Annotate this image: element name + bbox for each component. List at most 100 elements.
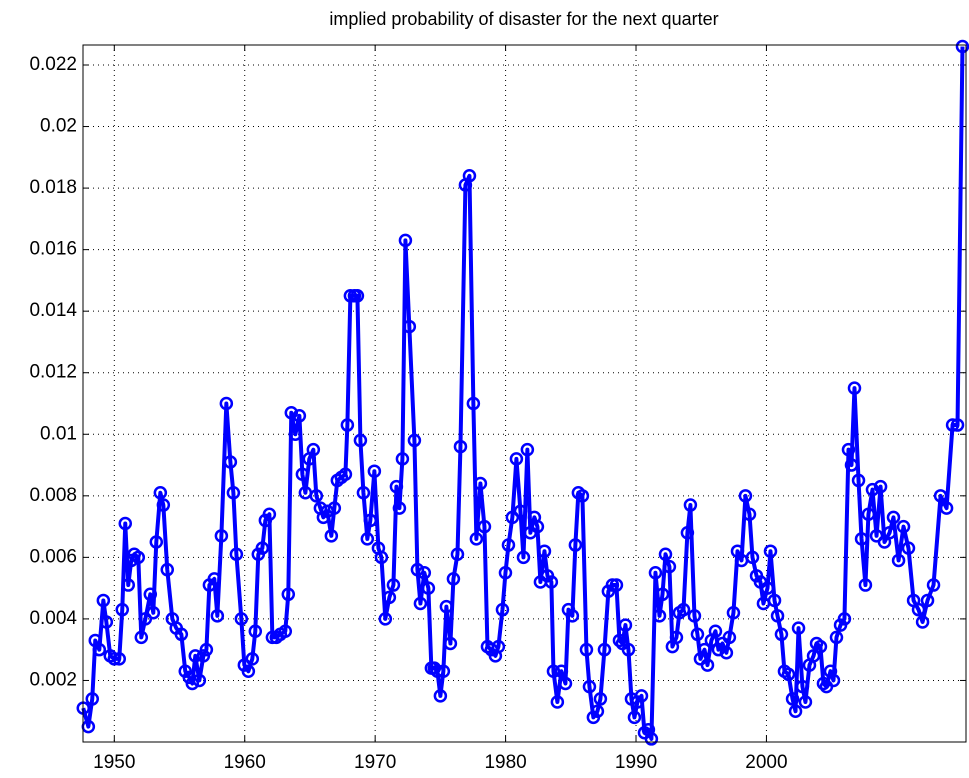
data-point xyxy=(788,704,803,718)
data-point xyxy=(568,538,583,552)
x-tick-label: 1970 xyxy=(354,752,396,773)
data-point xyxy=(690,627,705,642)
data-point xyxy=(374,550,389,565)
data-point xyxy=(121,578,136,592)
data-point xyxy=(466,396,481,411)
data-point xyxy=(210,609,225,623)
data-point xyxy=(829,630,844,645)
x-tick-label: 1950 xyxy=(93,752,135,773)
data-point xyxy=(324,529,339,543)
data-point xyxy=(767,593,782,608)
data-point xyxy=(469,532,484,546)
data-point xyxy=(413,596,428,611)
data-point xyxy=(281,587,296,602)
data-point xyxy=(785,692,800,706)
x-tick-label: 1960 xyxy=(224,752,266,773)
data-point xyxy=(107,652,122,666)
data-point xyxy=(156,498,171,512)
data-point xyxy=(386,578,401,592)
data-point xyxy=(582,679,597,694)
data-point xyxy=(516,550,531,565)
data-point xyxy=(763,544,778,558)
data-point xyxy=(378,612,393,626)
data-point xyxy=(676,602,691,617)
data-point xyxy=(798,695,813,709)
data-point xyxy=(865,482,880,497)
data-point xyxy=(537,544,552,558)
data-point xyxy=(229,547,244,562)
data-point xyxy=(770,609,785,623)
data-point xyxy=(896,519,911,534)
data-point xyxy=(658,547,673,562)
data-point xyxy=(575,489,590,503)
data-point xyxy=(112,652,127,666)
data-point xyxy=(292,409,307,423)
data-point xyxy=(382,590,397,605)
data-point xyxy=(223,455,238,469)
data-point xyxy=(590,704,605,718)
data-point xyxy=(309,489,324,503)
data-point xyxy=(644,732,659,746)
data-point xyxy=(826,673,841,688)
data-point xyxy=(791,621,806,635)
data-point xyxy=(915,615,930,629)
data-point xyxy=(774,627,789,642)
data-point xyxy=(851,473,866,488)
data-point xyxy=(219,396,234,411)
data-point xyxy=(398,233,413,248)
data-point xyxy=(343,289,358,303)
data-point xyxy=(742,507,757,522)
data-point xyxy=(115,602,130,617)
data-point xyxy=(446,572,461,586)
data-point xyxy=(950,418,965,432)
data-point xyxy=(858,578,873,592)
y-tick-label: 0.02 xyxy=(40,116,77,137)
data-point xyxy=(436,664,451,678)
data-point xyxy=(248,624,263,638)
data-point xyxy=(453,439,468,454)
data-point xyxy=(327,501,342,515)
data-point xyxy=(680,525,695,540)
data-point xyxy=(652,609,667,623)
data-point xyxy=(430,664,445,678)
data-point xyxy=(143,587,158,602)
data-point xyxy=(655,587,670,602)
data-point xyxy=(837,612,852,626)
data-point xyxy=(363,513,378,528)
data-point xyxy=(697,642,712,657)
data-point xyxy=(546,664,561,678)
data-point xyxy=(722,630,737,645)
data-point xyxy=(847,381,862,395)
data-point xyxy=(873,479,888,494)
data-point xyxy=(192,673,207,688)
data-point xyxy=(407,433,422,448)
data-point xyxy=(648,566,663,580)
data-point xyxy=(738,489,753,503)
data-point xyxy=(207,572,222,586)
chart-title: implied probability of disaster for the … xyxy=(329,9,718,29)
data-point xyxy=(226,485,241,500)
data-point xyxy=(255,541,270,555)
data-point xyxy=(174,627,189,642)
data-point xyxy=(806,649,821,663)
data-point xyxy=(353,433,368,448)
data-point xyxy=(462,169,477,183)
data-point xyxy=(320,504,335,518)
data-point xyxy=(134,630,149,645)
data-point xyxy=(795,679,810,694)
plot-area xyxy=(76,39,969,746)
data-point xyxy=(99,615,114,629)
data-point xyxy=(726,606,741,620)
data-point xyxy=(234,612,249,626)
data-point xyxy=(513,504,528,518)
data-point xyxy=(149,535,164,549)
data-point xyxy=(621,642,636,657)
data-point xyxy=(861,507,876,522)
data-point xyxy=(882,525,897,540)
data-point xyxy=(920,593,935,608)
data-point xyxy=(356,485,371,500)
data-point xyxy=(160,562,175,577)
data-point xyxy=(700,658,715,672)
data-point xyxy=(477,519,492,534)
data-point xyxy=(402,319,417,334)
